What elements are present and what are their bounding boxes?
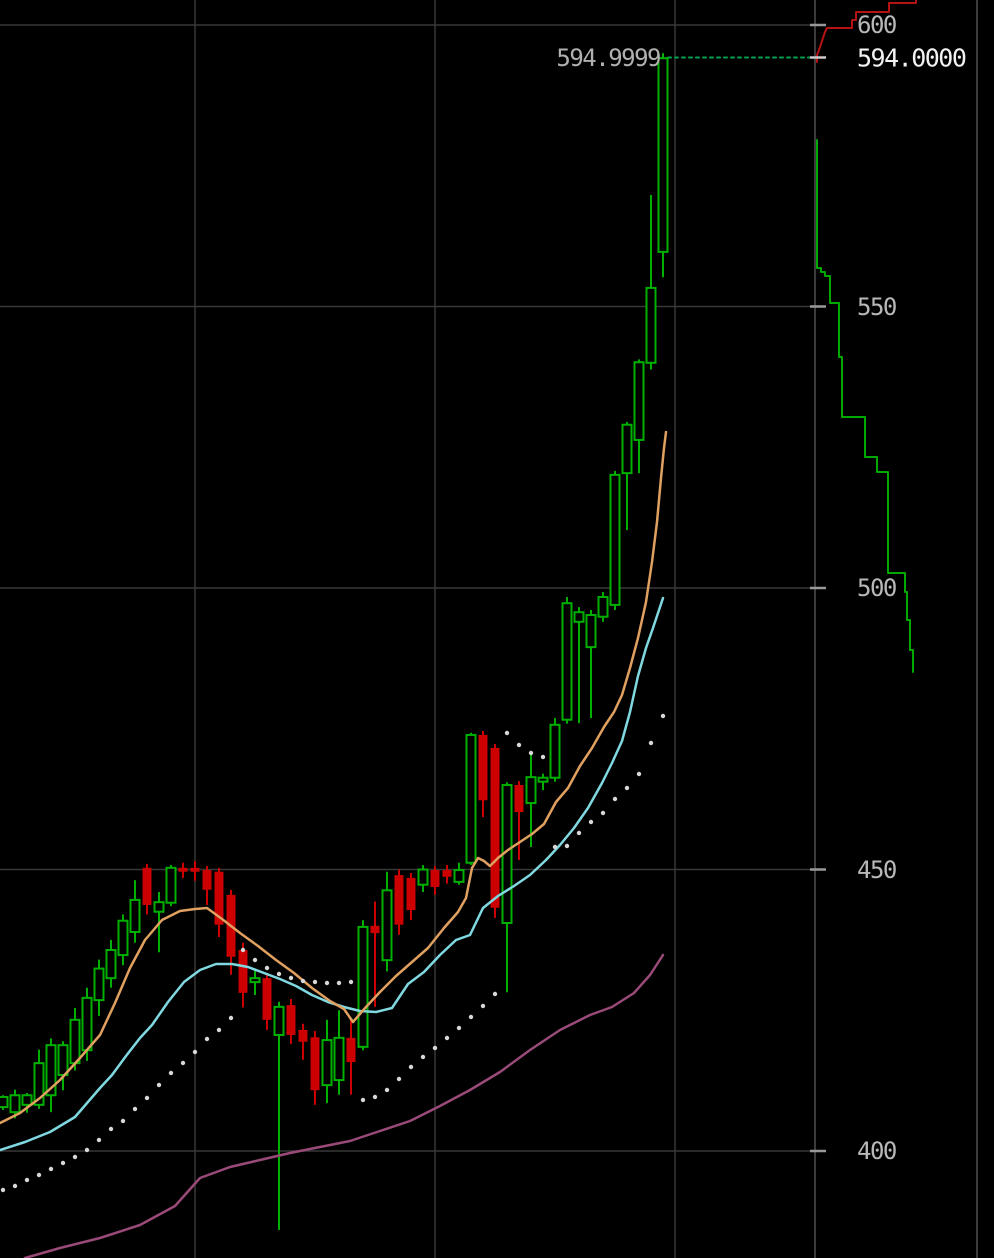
candle-down <box>406 872 416 921</box>
candle-up <box>57 1041 69 1091</box>
candle-down <box>478 731 488 818</box>
candle-up <box>525 752 537 847</box>
axis-tick <box>810 868 826 871</box>
axis-label-594-0000: 594.0000 <box>857 43 967 72</box>
axis-tick <box>810 23 826 27</box>
candle-down <box>310 1031 320 1105</box>
candle-up <box>165 864 177 907</box>
candle-down <box>514 781 524 860</box>
candle-up <box>549 718 561 782</box>
candle-down <box>442 864 452 884</box>
candle-down <box>238 942 248 1008</box>
candle-down <box>202 866 212 905</box>
candle-up <box>609 470 621 610</box>
axis-label-450: 450 <box>857 855 897 884</box>
candle-down <box>430 866 440 895</box>
candle-down <box>178 862 188 878</box>
candle-up <box>333 1010 345 1095</box>
candle-up <box>249 969 261 996</box>
axis-label-400: 400 <box>857 1137 897 1165</box>
axis-label-600: 600 <box>857 11 897 39</box>
candle-down <box>226 889 236 975</box>
candle-up <box>93 959 105 1016</box>
candle-up <box>645 195 657 370</box>
candle-down <box>190 861 200 881</box>
candle-down <box>262 973 272 1030</box>
axis-label-500: 500 <box>857 574 897 602</box>
candle-up <box>273 1001 285 1230</box>
candle-up <box>381 871 393 972</box>
candle-up <box>417 864 429 893</box>
candle-down <box>142 863 152 915</box>
candle-up <box>621 421 633 531</box>
candle-up <box>321 1019 333 1104</box>
axis-tick <box>810 305 826 308</box>
candle-up <box>657 53 669 278</box>
candle-down <box>346 1019 356 1095</box>
candle-up <box>585 609 597 719</box>
candle-up <box>453 862 465 885</box>
last-high-price-label: 594.9999 <box>556 43 661 72</box>
candle-up <box>45 1038 57 1113</box>
candle-up <box>561 597 573 724</box>
ma-mid-line <box>0 596 665 1152</box>
candle-down <box>394 869 404 935</box>
ma-fast-line <box>0 430 668 1125</box>
candle-up <box>633 359 645 474</box>
candle-up <box>105 939 117 988</box>
axis-label-550: 550 <box>857 292 897 321</box>
current-price-tick <box>810 56 826 59</box>
candle-down <box>490 743 500 918</box>
candle-down <box>286 998 296 1045</box>
candle-down <box>298 1023 308 1060</box>
candle-up <box>21 1093 33 1113</box>
orderbook-bids-line <box>816 139 914 673</box>
candle-up <box>117 914 129 966</box>
candle-down <box>214 867 224 938</box>
psar-dots <box>0 713 666 1193</box>
candle-up <box>573 607 585 724</box>
axis-tick <box>810 1149 826 1153</box>
candle-up <box>129 880 141 943</box>
candle-up <box>597 591 609 622</box>
candle-up <box>9 1089 21 1119</box>
candle-down <box>370 901 380 1007</box>
candle-up <box>357 920 369 1051</box>
ma-slow-line <box>23 953 665 1258</box>
candle-up <box>465 732 477 865</box>
orderbook-asks-line <box>816 0 917 63</box>
axis-tick <box>810 586 826 590</box>
candle-up <box>0 1095 9 1110</box>
candle-up <box>537 773 549 791</box>
